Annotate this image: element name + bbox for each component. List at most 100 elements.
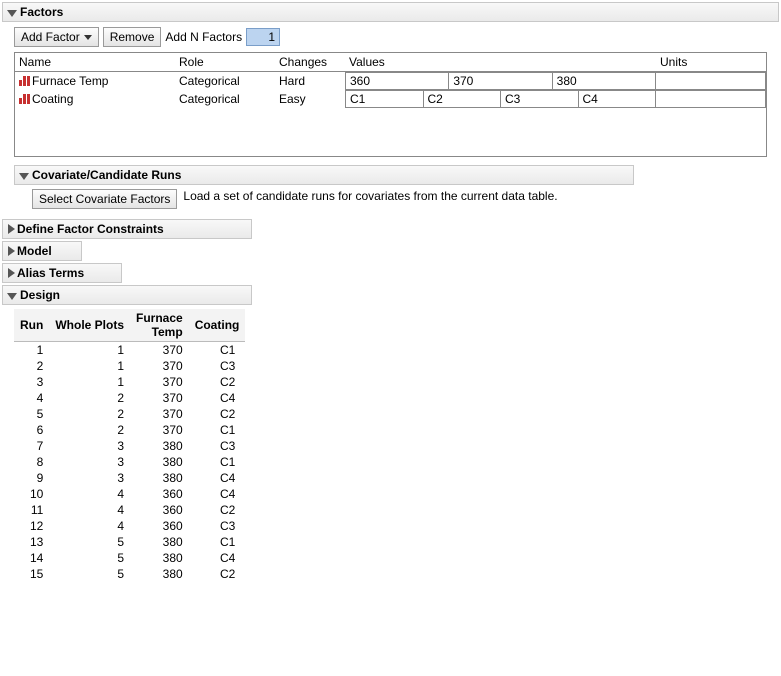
design-cell-run: 12	[14, 518, 49, 534]
design-col-wholeplots: Whole Plots	[49, 309, 130, 342]
factor-role[interactable]: Categorical	[175, 72, 275, 90]
design-cell-run: 10	[14, 486, 49, 502]
factor-name-cell[interactable]: Furnace Temp	[15, 72, 175, 90]
factor-row[interactable]: Coating CategoricalEasyC1C2C3C4	[15, 90, 766, 108]
model-header[interactable]: Model	[2, 241, 82, 261]
design-cell-c: C4	[189, 470, 246, 486]
design-cell-ft: 380	[130, 534, 189, 550]
design-header[interactable]: Design	[2, 285, 252, 305]
factor-changes[interactable]: Hard	[275, 72, 345, 90]
design-cell-run: 2	[14, 358, 49, 374]
design-cell-ft: 370	[130, 374, 189, 390]
col-name: Name	[15, 53, 175, 72]
design-cell-run: 5	[14, 406, 49, 422]
design-cell-ft: 360	[130, 502, 189, 518]
factor-value-cell[interactable]: C4	[578, 90, 657, 108]
design-cell-wp: 4	[49, 518, 130, 534]
factor-value-cell[interactable]: 370	[448, 72, 551, 90]
col-units: Units	[656, 53, 766, 72]
design-cell-c: C2	[189, 566, 246, 582]
design-cell-wp: 5	[49, 566, 130, 582]
factor-row[interactable]: Furnace TempCategoricalHard360370380	[15, 72, 766, 90]
design-row[interactable]: 93380C4	[14, 470, 245, 486]
design-cell-run: 3	[14, 374, 49, 390]
factor-changes[interactable]: Easy	[275, 90, 345, 108]
factor-value-cell[interactable]: C1	[345, 90, 423, 108]
design-row[interactable]: 42370C4	[14, 390, 245, 406]
design-row[interactable]: 104360C4	[14, 486, 245, 502]
factor-role[interactable]: Categorical	[175, 90, 275, 108]
factor-value-cell[interactable]: C3	[500, 90, 578, 108]
design-cell-ft: 360	[130, 518, 189, 534]
alias-terms-header[interactable]: Alias Terms	[2, 263, 122, 283]
design-cell-c: C1	[189, 454, 246, 470]
design-row[interactable]: 21370C3	[14, 358, 245, 374]
design-row[interactable]: 135380C1	[14, 534, 245, 550]
design-cell-wp: 1	[49, 358, 130, 374]
factor-name: Coating	[32, 92, 73, 106]
disclosure-closed-icon	[8, 224, 15, 234]
design-cell-ft: 370	[130, 390, 189, 406]
design-cell-c: C2	[189, 406, 246, 422]
design-row[interactable]: 114360C2	[14, 502, 245, 518]
define-constraints-title: Define Factor Constraints	[17, 222, 164, 236]
add-n-input[interactable]	[246, 28, 280, 46]
factors-panel-header[interactable]: Factors	[2, 2, 779, 22]
add-factor-button[interactable]: Add Factor	[14, 27, 99, 47]
design-cell-c: C1	[189, 422, 246, 438]
design-row[interactable]: 124360C3	[14, 518, 245, 534]
design-row[interactable]: 31370C2	[14, 374, 245, 390]
define-constraints-header[interactable]: Define Factor Constraints	[2, 219, 252, 239]
design-row[interactable]: 83380C1	[14, 454, 245, 470]
remove-label: Remove	[110, 30, 155, 44]
remove-button[interactable]: Remove	[103, 27, 162, 47]
design-row[interactable]: 73380C3	[14, 438, 245, 454]
disclosure-closed-icon	[8, 246, 15, 256]
design-row[interactable]: 52370C2	[14, 406, 245, 422]
design-cell-c: C2	[189, 374, 246, 390]
design-cell-wp: 2	[49, 422, 130, 438]
factor-units[interactable]	[656, 90, 766, 108]
factors-title: Factors	[20, 5, 63, 19]
design-row[interactable]: 62370C1	[14, 422, 245, 438]
categorical-icon	[19, 94, 29, 104]
design-cell-run: 6	[14, 422, 49, 438]
design-cell-ft: 370	[130, 422, 189, 438]
design-cell-run: 1	[14, 342, 49, 359]
factor-value-cell[interactable]: 360	[345, 72, 448, 90]
factor-value-cell[interactable]: C2	[423, 90, 501, 108]
design-cell-ft: 380	[130, 550, 189, 566]
factor-values: C1C2C3C4	[345, 90, 656, 108]
design-row[interactable]: 145380C4	[14, 550, 245, 566]
factor-name-cell[interactable]: Coating	[15, 90, 175, 108]
factors-table: Name Role Changes Values Units Furnace T…	[14, 52, 767, 157]
alias-terms-title: Alias Terms	[17, 266, 84, 280]
dropdown-caret-icon	[84, 35, 92, 40]
disclosure-open-icon	[7, 10, 17, 17]
design-cell-wp: 4	[49, 502, 130, 518]
design-title: Design	[20, 288, 60, 302]
design-row[interactable]: 155380C2	[14, 566, 245, 582]
design-cell-ft: 380	[130, 438, 189, 454]
design-cell-run: 9	[14, 470, 49, 486]
covariate-title: Covariate/Candidate Runs	[32, 168, 181, 182]
design-cell-ft: 380	[130, 454, 189, 470]
design-cell-c: C4	[189, 390, 246, 406]
design-cell-c: C3	[189, 518, 246, 534]
design-cell-run: 13	[14, 534, 49, 550]
covariate-header[interactable]: Covariate/Candidate Runs	[14, 165, 634, 185]
design-cell-wp: 1	[49, 374, 130, 390]
col-changes: Changes	[275, 53, 345, 72]
factor-units[interactable]	[656, 72, 766, 90]
design-cell-wp: 5	[49, 550, 130, 566]
design-cell-run: 7	[14, 438, 49, 454]
design-cell-wp: 1	[49, 342, 130, 359]
design-cell-ft: 370	[130, 342, 189, 359]
design-row[interactable]: 11370C1	[14, 342, 245, 359]
factor-value-cell[interactable]: 380	[552, 72, 656, 90]
select-covariate-button[interactable]: Select Covariate Factors	[32, 189, 177, 209]
design-cell-ft: 360	[130, 486, 189, 502]
design-cell-c: C4	[189, 486, 246, 502]
design-cell-wp: 2	[49, 406, 130, 422]
add-factor-label: Add Factor	[21, 30, 80, 44]
